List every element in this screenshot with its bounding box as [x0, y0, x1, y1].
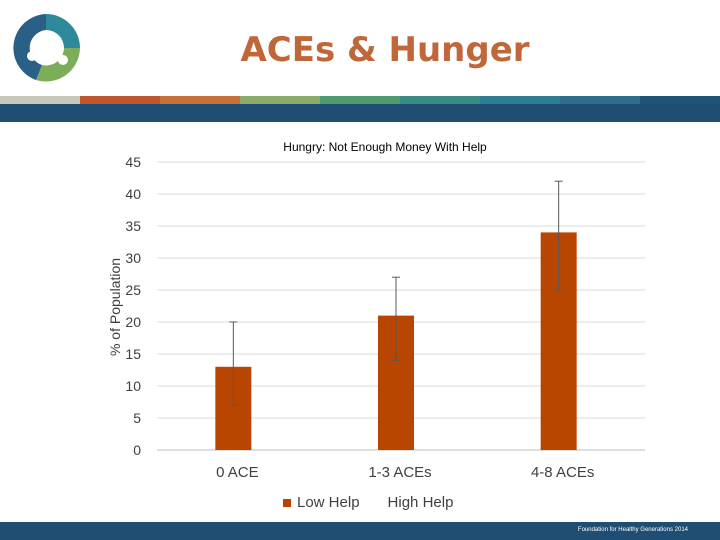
y-axis-label: % of Population: [107, 258, 123, 356]
legend-label: Low Help: [297, 494, 360, 511]
chart-title: Hungry: Not Enough Money With Help: [283, 140, 487, 154]
y-tick-label: 25: [125, 282, 141, 298]
people-circle-logo-icon: [13, 14, 80, 82]
y-tick-label: 15: [125, 346, 141, 362]
legend-swatch: [283, 498, 291, 507]
y-tick-label: 20: [125, 314, 141, 330]
x-category-label: 1-3 ACEs: [368, 464, 431, 481]
y-tick-label: 35: [125, 218, 141, 234]
x-category-label: 0 ACE: [216, 464, 259, 481]
y-tick-label: 45: [125, 154, 141, 170]
footer-band: Foundation for Healthy Generations 2014: [0, 522, 720, 540]
color-stripe: [0, 96, 720, 104]
y-tick-label: 0: [133, 442, 141, 458]
stripe-segment: [400, 96, 480, 104]
stripe-segment: [0, 96, 80, 104]
legend-item: High Help: [388, 494, 454, 511]
stripe-segment: [320, 96, 400, 104]
stripe-segment: [80, 96, 160, 104]
stripe-segment: [160, 96, 240, 104]
slide-title: ACEs & Hunger: [240, 30, 530, 70]
footer-credit: Foundation for Healthy Generations 2014: [577, 527, 688, 533]
y-tick-label: 30: [125, 250, 141, 266]
legend-label: High Help: [387, 494, 454, 511]
stripe-segment: [240, 96, 320, 104]
header-band: [0, 104, 720, 122]
stripe-segment: [560, 96, 640, 104]
y-tick-label: 10: [125, 378, 141, 394]
stripe-segment: [640, 96, 720, 104]
y-tick-label: 5: [133, 410, 141, 426]
x-category-label: 4-8 ACEs: [531, 464, 594, 481]
chart-legend: Low Help High Help: [283, 494, 481, 511]
y-tick-label: 40: [125, 186, 141, 202]
stripe-segment: [480, 96, 560, 104]
legend-item: Low Help: [283, 494, 360, 511]
